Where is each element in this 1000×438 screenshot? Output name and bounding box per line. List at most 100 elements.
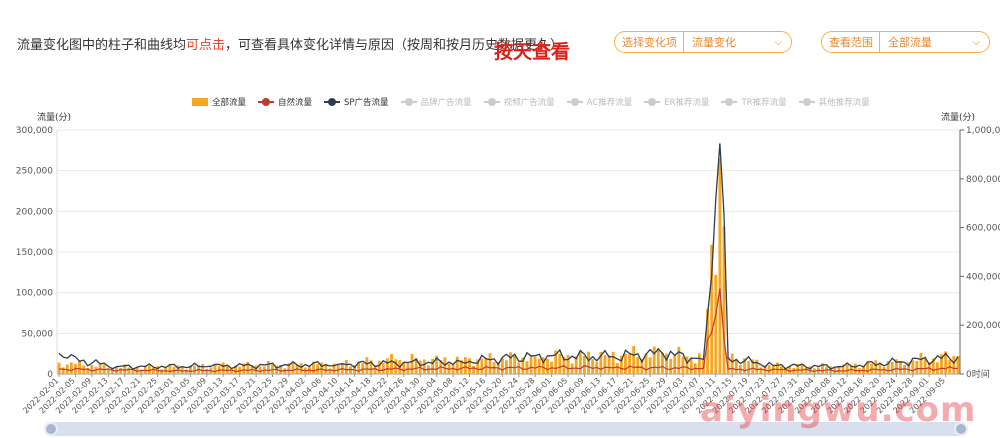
bar-total-traffic <box>899 360 902 374</box>
y-right-tick-label: 600,000 <box>966 224 1000 234</box>
chevron-down-icon[interactable]: ⌵ <box>774 36 782 48</box>
bar-total-traffic <box>188 365 192 374</box>
bar-total-traffic <box>369 360 373 374</box>
bar-total-traffic <box>312 361 315 374</box>
slider-right-handle[interactable] <box>954 422 968 436</box>
change-item-select[interactable]: 选择变化项 流量变化 ⌵ <box>614 31 792 53</box>
y-left-tick-label: 250,000 <box>16 167 53 177</box>
bar-total-traffic <box>697 353 701 374</box>
bar-total-traffic <box>574 356 578 374</box>
date-range-slider[interactable] <box>44 422 968 436</box>
bar-total-traffic <box>455 356 459 374</box>
view-range-value[interactable]: 全部流量 <box>888 36 932 49</box>
bar-total-traffic <box>476 359 480 374</box>
bar-total-traffic <box>468 358 471 374</box>
legend-label: 自然流量 <box>278 98 313 108</box>
chart-instructions: 流量变化图中的柱子和曲线均可点击，可查看具体变化详情与原因（按周和按月历史数据更… <box>17 34 563 53</box>
legend-swatch-icon <box>324 98 341 106</box>
bar-total-traffic <box>119 367 123 374</box>
bar-total-traffic <box>279 364 283 374</box>
bar-total-traffic <box>755 359 759 374</box>
bar-total-traffic <box>587 351 590 374</box>
bar-total-traffic <box>74 364 77 374</box>
y-right-tick-label: 400,000 <box>966 272 1000 282</box>
bar-total-traffic <box>833 367 837 374</box>
bar-total-traffic <box>349 366 352 374</box>
view-range-select[interactable]: 查看范围 全部流量 ⌵ <box>821 31 990 53</box>
bar-total-traffic <box>357 361 361 374</box>
legend-item-7[interactable]: TR推荐流量 <box>721 96 787 108</box>
bar-total-traffic <box>385 358 389 374</box>
bar-total-traffic <box>234 365 237 374</box>
bar-total-traffic <box>751 359 755 374</box>
bar-total-traffic <box>102 364 106 374</box>
legend-swatch-icon <box>566 98 583 106</box>
y-left-tick-label: 300,000 <box>16 126 53 136</box>
bar-total-traffic <box>480 358 484 374</box>
bar-total-traffic <box>923 358 927 374</box>
y-right-tick-label: 200,000 <box>966 321 1000 331</box>
legend-item-3[interactable]: 品牌广告流量 <box>400 96 472 108</box>
bar-total-traffic <box>640 358 644 374</box>
bar-total-traffic <box>332 363 336 374</box>
bar-total-traffic <box>147 365 151 374</box>
bar-total-traffic <box>874 360 878 374</box>
bar-total-traffic <box>414 358 418 374</box>
legend-label: ER推荐流量 <box>664 98 710 108</box>
bar-total-traffic <box>266 361 270 374</box>
bar-total-traffic <box>718 158 722 374</box>
bar-total-traffic <box>123 364 127 374</box>
bar-total-traffic <box>681 356 685 374</box>
legend-item-2[interactable]: SP广告流量 <box>324 96 389 108</box>
traffic-chart[interactable]: 300,000 250,000 200,000 150,000 100,000 50,00… <box>0 118 1000 418</box>
y-right-tick-label: 0时间 <box>966 368 990 380</box>
bar-total-traffic <box>246 361 250 374</box>
y-left-tick-label: 200,000 <box>16 207 53 217</box>
bar-total-traffic <box>714 274 718 374</box>
legend-label: 其他推荐流量 <box>818 98 870 108</box>
legend-item-8[interactable]: 其他推荐流量 <box>798 96 870 108</box>
legend-label: 视频广告流量 <box>503 98 555 108</box>
legend-item-4[interactable]: 视频广告流量 <box>483 96 555 108</box>
chevron-down-icon[interactable]: ⌵ <box>972 36 980 48</box>
intro-text-before: 流量变化图中的柱子和曲线均 <box>17 38 187 53</box>
bar-total-traffic <box>152 367 155 374</box>
intro-text-after: ，可查看具体变化详情与原因（按周和按月历史数据更久） <box>225 38 564 53</box>
bar-total-traffic <box>472 365 476 374</box>
bar-total-traffic <box>747 360 751 374</box>
bar-total-traffic <box>558 353 562 374</box>
bar-total-traffic <box>619 355 623 374</box>
bar-total-traffic <box>242 363 246 374</box>
change-item-value[interactable]: 流量变化 <box>692 36 736 49</box>
legend-swatch-icon <box>192 98 208 106</box>
bar-total-traffic <box>521 357 525 374</box>
bar-total-traffic <box>792 367 796 374</box>
bar-total-traffic <box>628 353 632 374</box>
y-left-tick-label: 150,000 <box>16 248 53 258</box>
bar-total-traffic <box>784 368 787 374</box>
bar-total-traffic <box>845 364 849 374</box>
line-sp-ad-traffic <box>58 143 959 371</box>
legend-item-1[interactable]: 自然流量 <box>258 96 312 108</box>
legend-item-6[interactable]: ER推荐流量 <box>644 96 709 108</box>
slider-left-handle[interactable] <box>44 422 58 436</box>
bar-total-traffic <box>139 369 143 374</box>
bar-total-traffic <box>853 363 857 374</box>
bar-total-traffic <box>956 356 960 374</box>
bar-total-traffic <box>771 365 775 374</box>
bar-total-traffic <box>660 352 664 374</box>
bar-total-traffic <box>344 360 348 374</box>
legend-item-5[interactable]: AC推荐流量 <box>566 96 632 108</box>
bar-total-traffic <box>410 353 414 374</box>
bar-total-traffic <box>390 353 393 374</box>
bar-total-traffic <box>254 365 258 374</box>
bar-total-traffic <box>180 366 184 374</box>
legend-item-0[interactable]: 全部流量 <box>192 96 246 108</box>
bar-total-traffic <box>685 356 689 374</box>
bar-total-traffic <box>230 368 233 374</box>
bar-total-traffic <box>722 226 726 374</box>
bar-total-traffic <box>636 356 640 374</box>
bar-total-traffic <box>591 359 595 374</box>
bar-total-traffic <box>90 364 94 374</box>
legend-label: 全部流量 <box>212 98 247 108</box>
